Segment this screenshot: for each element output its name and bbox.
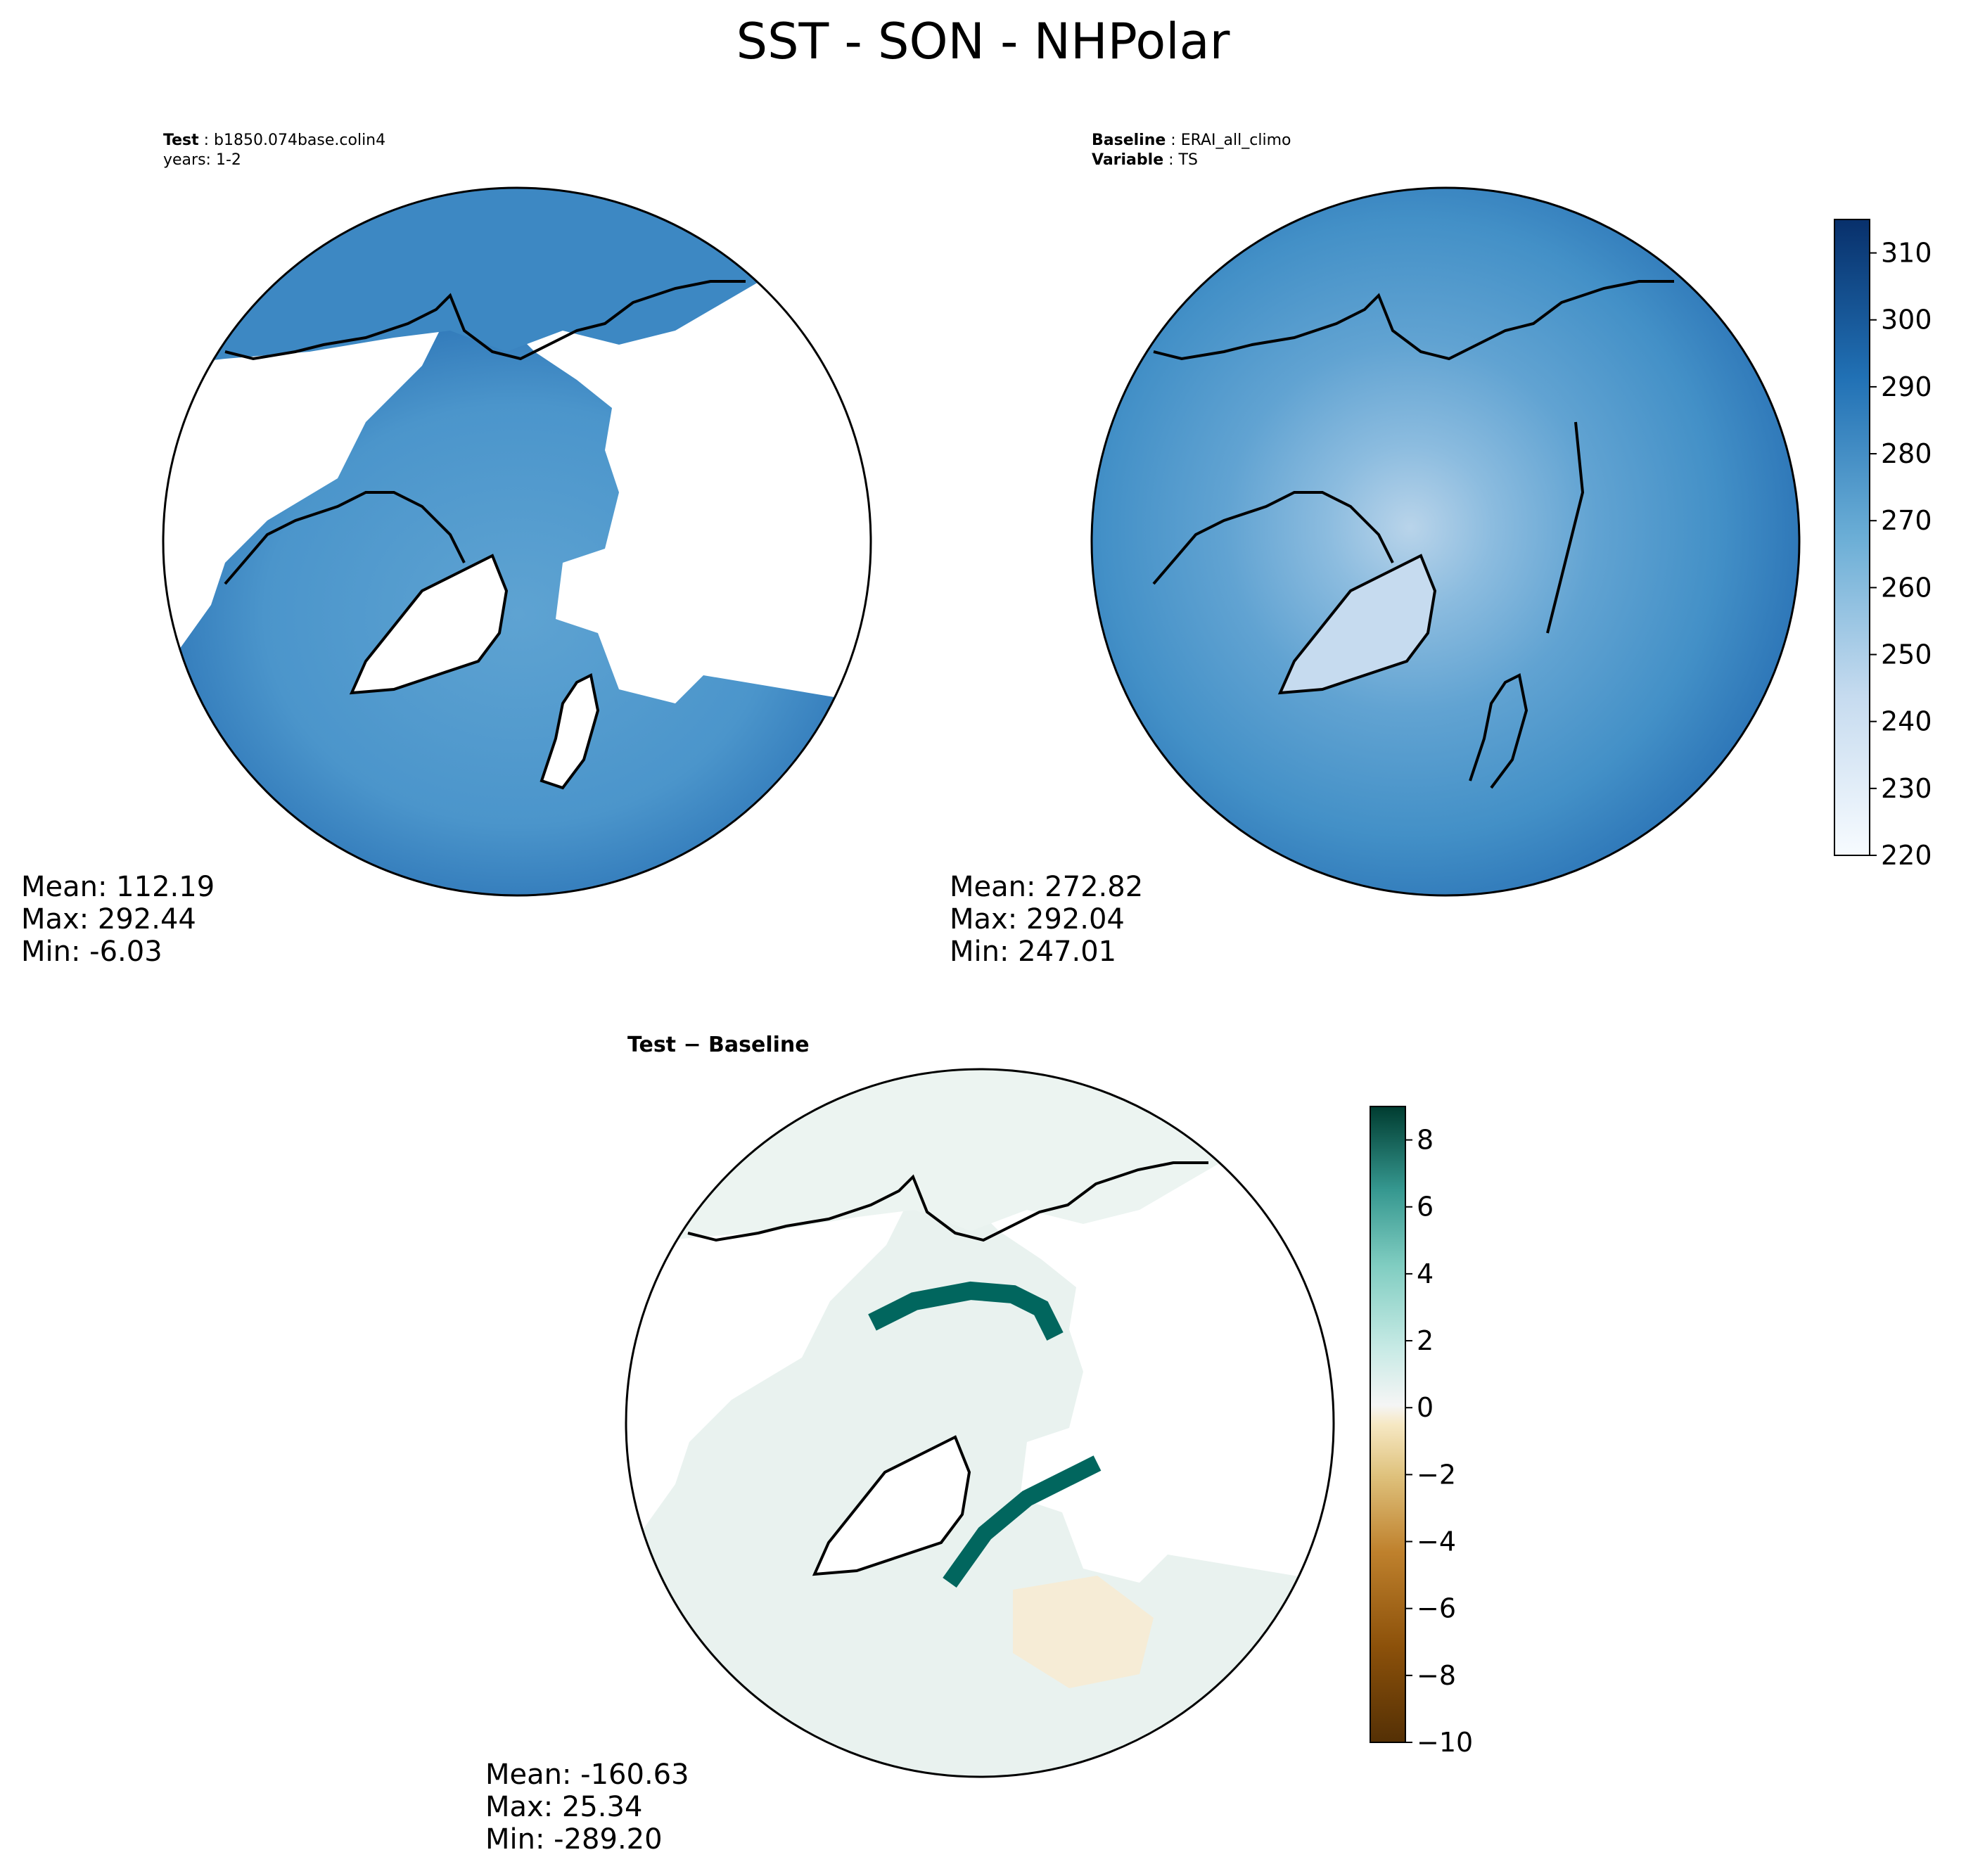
colorbar-tick-label: 250 — [1881, 639, 1932, 670]
baseline-coastline — [1153, 280, 1674, 361]
colorbar-tick-label: 240 — [1881, 706, 1932, 737]
test-scandinavia — [540, 673, 600, 790]
baseline-stats: Mean: 272.82 Max: 292.04 Min: 247.01 — [950, 871, 1143, 968]
colorbar-tick-label: 8 — [1417, 1125, 1434, 1156]
difference-greenland — [812, 1435, 971, 1576]
baseline-map — [1090, 186, 1801, 897]
colorbar-tick-label: 220 — [1881, 840, 1932, 871]
difference-map — [625, 1068, 1335, 1778]
variable-name: TS — [1178, 151, 1198, 169]
test-panel-header: Test : b1850.074base.colin4 years: 1-2 — [163, 132, 386, 169]
colorbar-tick-label: 230 — [1881, 773, 1932, 804]
colorbar-tick-label: 270 — [1881, 505, 1932, 536]
baseline-greenland — [1277, 554, 1437, 695]
test-case-name: b1850.074base.colin4 — [214, 132, 386, 149]
test-header-label: Test — [163, 132, 199, 149]
test-mean: Mean: 112.19 — [21, 871, 215, 903]
colorbar-tick-label: 310 — [1881, 238, 1932, 269]
difference-stats: Mean: -160.63 Max: 25.34 Min: -289.20 — [485, 1759, 689, 1856]
colorbar-tick-label: 6 — [1417, 1192, 1434, 1223]
test-years: years: 1-2 — [163, 151, 241, 169]
test-greenland — [349, 554, 509, 695]
difference-min: Min: -289.20 — [485, 1823, 663, 1856]
temperature-colorbar: 220 230 240 250 260 270 280 290 300 310 — [1834, 219, 1932, 871]
colorbar-tick-label: 260 — [1881, 572, 1932, 603]
colorbar-tick-label: 280 — [1881, 438, 1932, 469]
colorbar-tick-label: 0 — [1417, 1392, 1434, 1423]
colorbar-tick-label: −4 — [1417, 1526, 1456, 1557]
variable-header-label: Variable — [1092, 151, 1164, 169]
difference-colorbar-fill — [1370, 1106, 1406, 1743]
difference-panel-title: Test − Baseline — [627, 1033, 810, 1057]
baseline-max: Max: 292.04 — [950, 903, 1125, 936]
difference-coastline — [687, 1161, 1208, 1242]
difference-colorbar: −10 −8 −6 −4 −2 0 2 4 6 8 — [1370, 1106, 1473, 1758]
baseline-case-name: ERAI_all_climo — [1180, 132, 1291, 149]
colorbar-tick-label: −10 — [1417, 1727, 1473, 1758]
colorbar-tick-label: −2 — [1417, 1459, 1456, 1490]
difference-positive-band-barents — [943, 1455, 1102, 1588]
test-canadian-arctic-coast — [224, 491, 466, 585]
temperature-colorbar-ticks: 220 230 240 250 260 270 280 290 300 310 — [1870, 238, 1932, 871]
colorbar-tick-label: −6 — [1417, 1593, 1456, 1624]
difference-map-border — [625, 1068, 1335, 1778]
difference-colorbar-ticks: −10 −8 −6 −4 −2 0 2 4 6 8 — [1405, 1125, 1473, 1758]
colorbar-tick-label: 4 — [1417, 1258, 1434, 1289]
baseline-map-border — [1090, 186, 1801, 897]
baseline-header-label: Baseline — [1092, 132, 1166, 149]
baseline-canadian-arctic-coast — [1152, 491, 1394, 585]
baseline-eurasia-coast — [1469, 421, 1585, 789]
test-ocean-field — [163, 310, 871, 895]
test-map — [162, 186, 872, 897]
colorbar-tick-label: 2 — [1417, 1325, 1434, 1356]
test-max: Max: 292.44 — [21, 903, 196, 936]
colorbar-tick-label: −8 — [1417, 1660, 1456, 1691]
test-map-border — [162, 186, 872, 897]
test-stats: Mean: 112.19 Max: 292.44 Min: -6.03 — [21, 871, 215, 968]
baseline-panel-header: Baseline : ERAI_all_climo Variable : TS — [1092, 132, 1291, 169]
colorbar-tick-label: 290 — [1881, 371, 1932, 402]
baseline-min: Min: 247.01 — [950, 936, 1117, 968]
temperature-colorbar-fill — [1834, 219, 1870, 856]
figure-title: SST - SON - NHPolar — [736, 13, 1230, 70]
difference-ocean-field — [626, 1189, 1334, 1777]
difference-negative-patch — [1013, 1576, 1154, 1688]
baseline-temperature-field — [1092, 188, 1799, 895]
difference-mean: Mean: -160.63 — [485, 1759, 689, 1791]
colorbar-tick-label: 300 — [1881, 305, 1932, 336]
test-min: Min: -6.03 — [21, 936, 162, 968]
baseline-mean: Mean: 272.82 — [950, 871, 1144, 903]
difference-positive-band-siberia — [868, 1281, 1064, 1341]
test-coastline — [224, 280, 746, 361]
difference-max: Max: 25.34 — [485, 1791, 643, 1823]
